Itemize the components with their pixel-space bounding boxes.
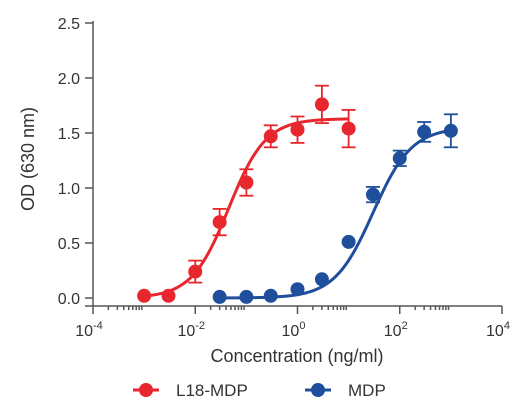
series-layer xyxy=(137,84,458,304)
legend-label: L18-MDP xyxy=(176,381,248,400)
x-tick-base: 10 xyxy=(75,323,93,340)
legend-item: MDP xyxy=(305,381,386,400)
x-tick-exponent: 2 xyxy=(402,320,408,332)
data-point xyxy=(417,124,432,139)
data-point xyxy=(263,288,278,303)
legend-marker xyxy=(311,383,325,397)
fit-curve xyxy=(219,128,452,300)
data-point xyxy=(290,282,305,297)
x-axis-title: Concentration (ng/ml) xyxy=(210,346,383,366)
data-point xyxy=(239,289,254,304)
x-tick-base: 10 xyxy=(282,323,300,340)
data-point xyxy=(263,129,278,144)
x-tick-base: 10 xyxy=(177,323,195,340)
x-tick-label: 100 xyxy=(282,320,306,340)
x-tick-base: 10 xyxy=(384,323,402,340)
axes: 0.00.51.01.52.02.510-4 10-2 100 102 104 xyxy=(58,16,510,340)
legend-label: MDP xyxy=(348,381,386,400)
x-tick-label: 102 xyxy=(384,320,408,340)
x-tick-exponent: 4 xyxy=(504,320,510,332)
data-point xyxy=(212,289,227,304)
y-tick-label: 0.5 xyxy=(58,236,80,253)
data-point xyxy=(366,187,381,202)
data-point xyxy=(341,121,356,136)
data-point xyxy=(188,264,203,279)
x-tick-label: 10-4 xyxy=(75,320,103,340)
y-axis-title: OD (630 nm) xyxy=(18,107,38,211)
data-point xyxy=(443,123,458,138)
x-tick-label: 10-2 xyxy=(177,320,205,340)
data-point xyxy=(239,175,254,190)
legend-item: L18-MDP xyxy=(133,381,248,400)
y-tick-label: 2.5 xyxy=(58,16,80,33)
data-point xyxy=(137,288,152,303)
y-tick-label: 1.0 xyxy=(58,181,80,198)
y-tick-label: 1.5 xyxy=(58,126,80,143)
x-tick-base: 10 xyxy=(486,323,504,340)
data-point xyxy=(161,288,176,303)
series-l18-mdp xyxy=(137,84,356,303)
x-tick-exponent: 0 xyxy=(299,320,305,332)
data-point xyxy=(341,234,356,249)
series-mdp xyxy=(212,113,458,304)
legend: L18-MDP MDP xyxy=(133,381,386,400)
x-tick-exponent: -2 xyxy=(195,320,205,332)
data-point xyxy=(392,151,407,166)
fit-curve xyxy=(143,117,349,298)
y-tick-label: 0.0 xyxy=(58,291,80,308)
data-point xyxy=(314,272,329,287)
data-point xyxy=(212,215,227,230)
y-tick-label: 2.0 xyxy=(58,71,80,88)
x-tick-exponent: -4 xyxy=(93,320,103,332)
data-point xyxy=(314,97,329,112)
legend-marker xyxy=(139,383,153,397)
x-tick-label: 104 xyxy=(486,320,510,340)
data-point xyxy=(290,122,305,137)
